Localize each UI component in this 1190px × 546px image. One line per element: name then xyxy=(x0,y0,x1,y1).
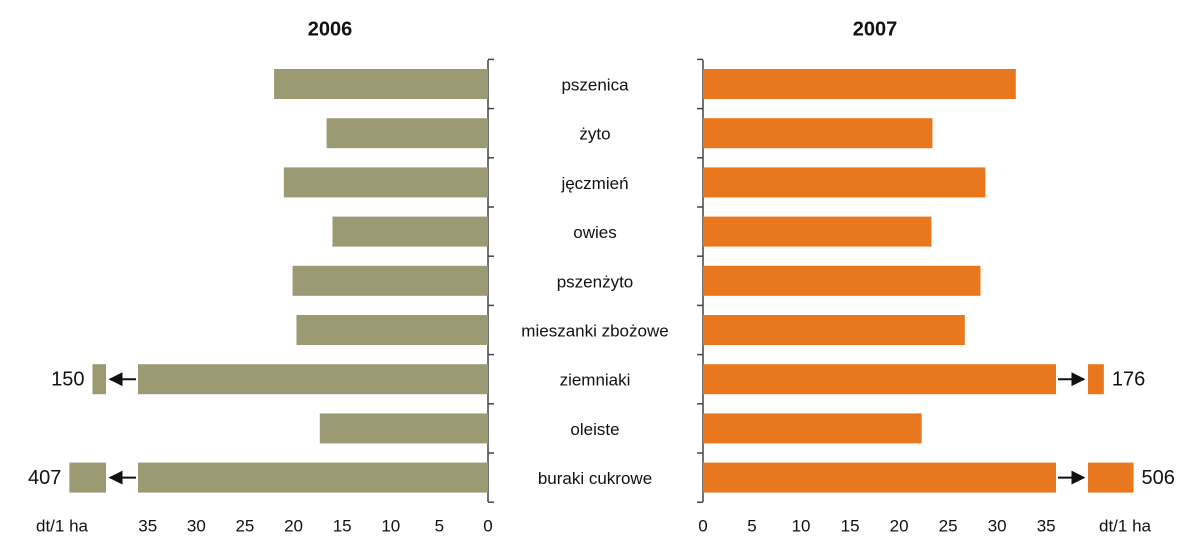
bar xyxy=(138,364,488,395)
category-label: żyto xyxy=(579,125,610,144)
bar xyxy=(703,167,986,198)
category-label: jęczmień xyxy=(560,174,628,193)
value-label: 407 xyxy=(28,467,61,489)
bar xyxy=(703,265,981,296)
x-tick-label: 0 xyxy=(698,516,707,535)
bar xyxy=(703,315,965,345)
x-tick-label: 35 xyxy=(1037,516,1056,535)
x-tick-label: 10 xyxy=(792,516,811,535)
chart-title: 2007 xyxy=(853,18,898,40)
bar xyxy=(703,413,922,444)
x-tick-label: 5 xyxy=(435,516,444,535)
bar xyxy=(283,167,488,198)
value-label: 150 xyxy=(51,368,84,390)
category-label: pszenica xyxy=(561,75,629,94)
category-label: mieszanki zbożowe xyxy=(521,321,668,340)
bar xyxy=(296,315,488,345)
bar xyxy=(292,265,488,296)
x-tick-label: 0 xyxy=(483,516,492,535)
category-label: owies xyxy=(573,223,616,242)
x-tick-label: 25 xyxy=(235,516,254,535)
bar-stub xyxy=(1088,364,1104,395)
value-label: 506 xyxy=(1142,467,1175,489)
bar-stub xyxy=(92,364,106,395)
bar xyxy=(326,118,488,149)
x-axis-label: dt/1 ha xyxy=(1099,516,1152,535)
bar xyxy=(703,364,1056,395)
x-tick-label: 10 xyxy=(381,516,400,535)
category-label: pszenżyto xyxy=(557,272,634,291)
bar xyxy=(703,69,1016,99)
x-tick-label: 15 xyxy=(841,516,860,535)
x-tick-label: 5 xyxy=(747,516,756,535)
x-axis-label: dt/1 ha xyxy=(36,516,89,535)
bar-stub xyxy=(69,462,106,493)
chart-title: 2006 xyxy=(308,18,353,40)
category-label: oleiste xyxy=(570,420,619,439)
value-label: 176 xyxy=(1112,368,1145,390)
bar xyxy=(274,69,488,99)
x-tick-label: 35 xyxy=(138,516,157,535)
x-tick-label: 20 xyxy=(284,516,303,535)
bar xyxy=(332,216,488,247)
category-label: buraki cukrowe xyxy=(538,469,652,488)
bar-stub xyxy=(1088,462,1134,493)
bar xyxy=(703,216,932,247)
x-tick-label: 30 xyxy=(187,516,206,535)
x-tick-label: 20 xyxy=(890,516,909,535)
bar xyxy=(703,462,1056,493)
x-tick-label: 25 xyxy=(939,516,958,535)
bar xyxy=(703,118,933,149)
bar xyxy=(319,413,488,444)
category-label: ziemniaki xyxy=(560,371,631,390)
x-tick-label: 30 xyxy=(988,516,1007,535)
bar xyxy=(138,462,488,493)
x-tick-label: 15 xyxy=(333,516,352,535)
